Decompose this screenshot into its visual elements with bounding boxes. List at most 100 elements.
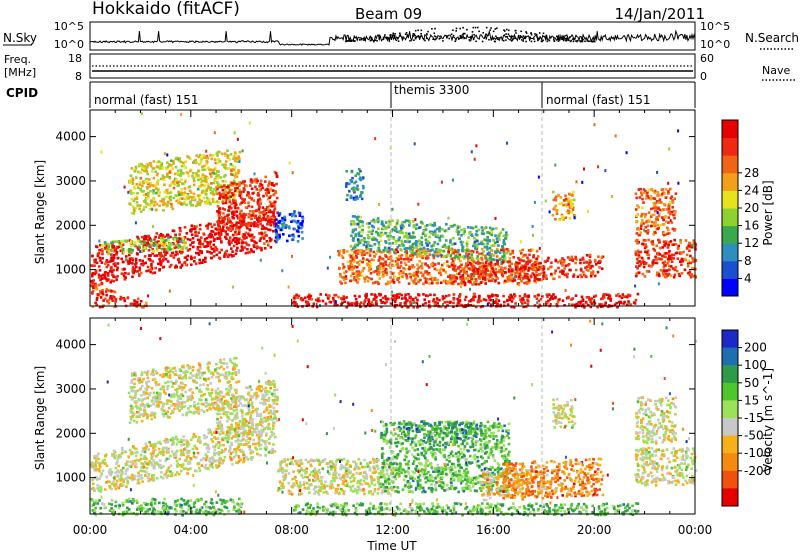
nsearch-point [425,37,428,39]
range-cell [472,293,476,296]
noise-cell [251,236,254,240]
range-cell [574,255,577,259]
range-cell [642,222,645,225]
range-cell [460,228,463,232]
range-cell [571,204,574,207]
range-cell [233,182,236,185]
range-cell [183,244,186,248]
range-cell [128,239,132,242]
range-cell [229,163,233,166]
range-cell [419,252,422,256]
nsearch-point [576,39,579,42]
range-cell [119,295,123,299]
range-cell [200,183,203,187]
range-cell [233,189,237,193]
range-cell [521,298,524,301]
range-cell [459,277,462,281]
range-cell [272,184,276,187]
nsearch-point [561,37,564,39]
range-cell [591,270,595,273]
range-cell [209,188,213,191]
range-cell [490,279,494,282]
noise-cell [452,178,454,182]
range-cell [400,230,403,234]
range-cell [216,185,220,188]
range-cell [360,197,364,201]
range-cell [158,204,161,207]
range-cell [360,252,364,255]
range-cell [639,250,643,254]
range-cell [462,267,466,271]
range-cell [218,237,222,240]
range-cell [263,247,267,250]
range-cell [643,261,646,264]
range-cell [419,278,422,282]
range-cell [523,254,526,257]
range-cell [171,251,175,255]
range-cell [498,258,501,261]
range-cell [295,303,298,306]
range-cell [562,259,565,263]
nsearch-point [373,40,375,43]
range-cell [278,219,282,223]
range-cell [471,265,474,269]
range-cell [477,228,481,232]
range-cell [155,191,158,195]
range-cell [264,175,267,179]
range-cell [198,242,201,245]
range-cell [597,255,600,258]
range-cell [186,237,190,241]
noise-cell [667,181,670,185]
range-cell [663,233,666,237]
range-cell [102,299,105,302]
range-cell [112,256,116,260]
range-cell [463,248,467,252]
nsearch-point [539,36,541,38]
range-cell [377,243,381,247]
range-cell [202,154,205,157]
range-cell [426,264,429,267]
range-cell [207,222,211,226]
freq-unit-label: [MHz] [4,66,36,79]
range-cell [145,243,149,247]
range-cell [509,252,512,256]
range-cell [273,193,276,196]
range-cell [369,248,373,251]
range-cell [210,433,214,436]
range-cell [168,265,172,269]
range-cell [496,302,499,305]
range-cell [604,301,607,305]
range-cell [249,224,253,228]
range-cell [566,209,570,212]
range-cell [441,245,445,248]
range-cell [654,201,658,205]
range-cell [279,228,283,232]
range-cell [239,196,243,199]
range-cell [238,182,242,186]
range-cell [227,253,231,257]
range-cell [212,247,215,251]
nsearch-point [514,37,516,40]
range-cell [554,259,558,262]
range-cell [464,295,468,299]
range-cell [133,268,136,271]
range-cell [145,269,148,273]
range-cell [455,277,459,280]
range-cell [411,256,414,259]
range-cell [356,243,360,247]
range-cell [340,303,343,306]
range-cell [215,200,219,203]
range-cell [469,304,473,307]
nsearch-point [399,34,402,36]
range-cell [92,279,95,282]
range-cell [446,253,449,257]
range-cell [623,300,626,304]
range-cell [498,270,502,273]
range-cell [333,293,336,297]
range-cell [484,256,488,260]
range-cell [541,271,544,275]
range-cell [167,245,170,248]
range-cell [588,259,592,262]
range-cell [143,255,147,258]
nsearch-point [413,33,416,35]
